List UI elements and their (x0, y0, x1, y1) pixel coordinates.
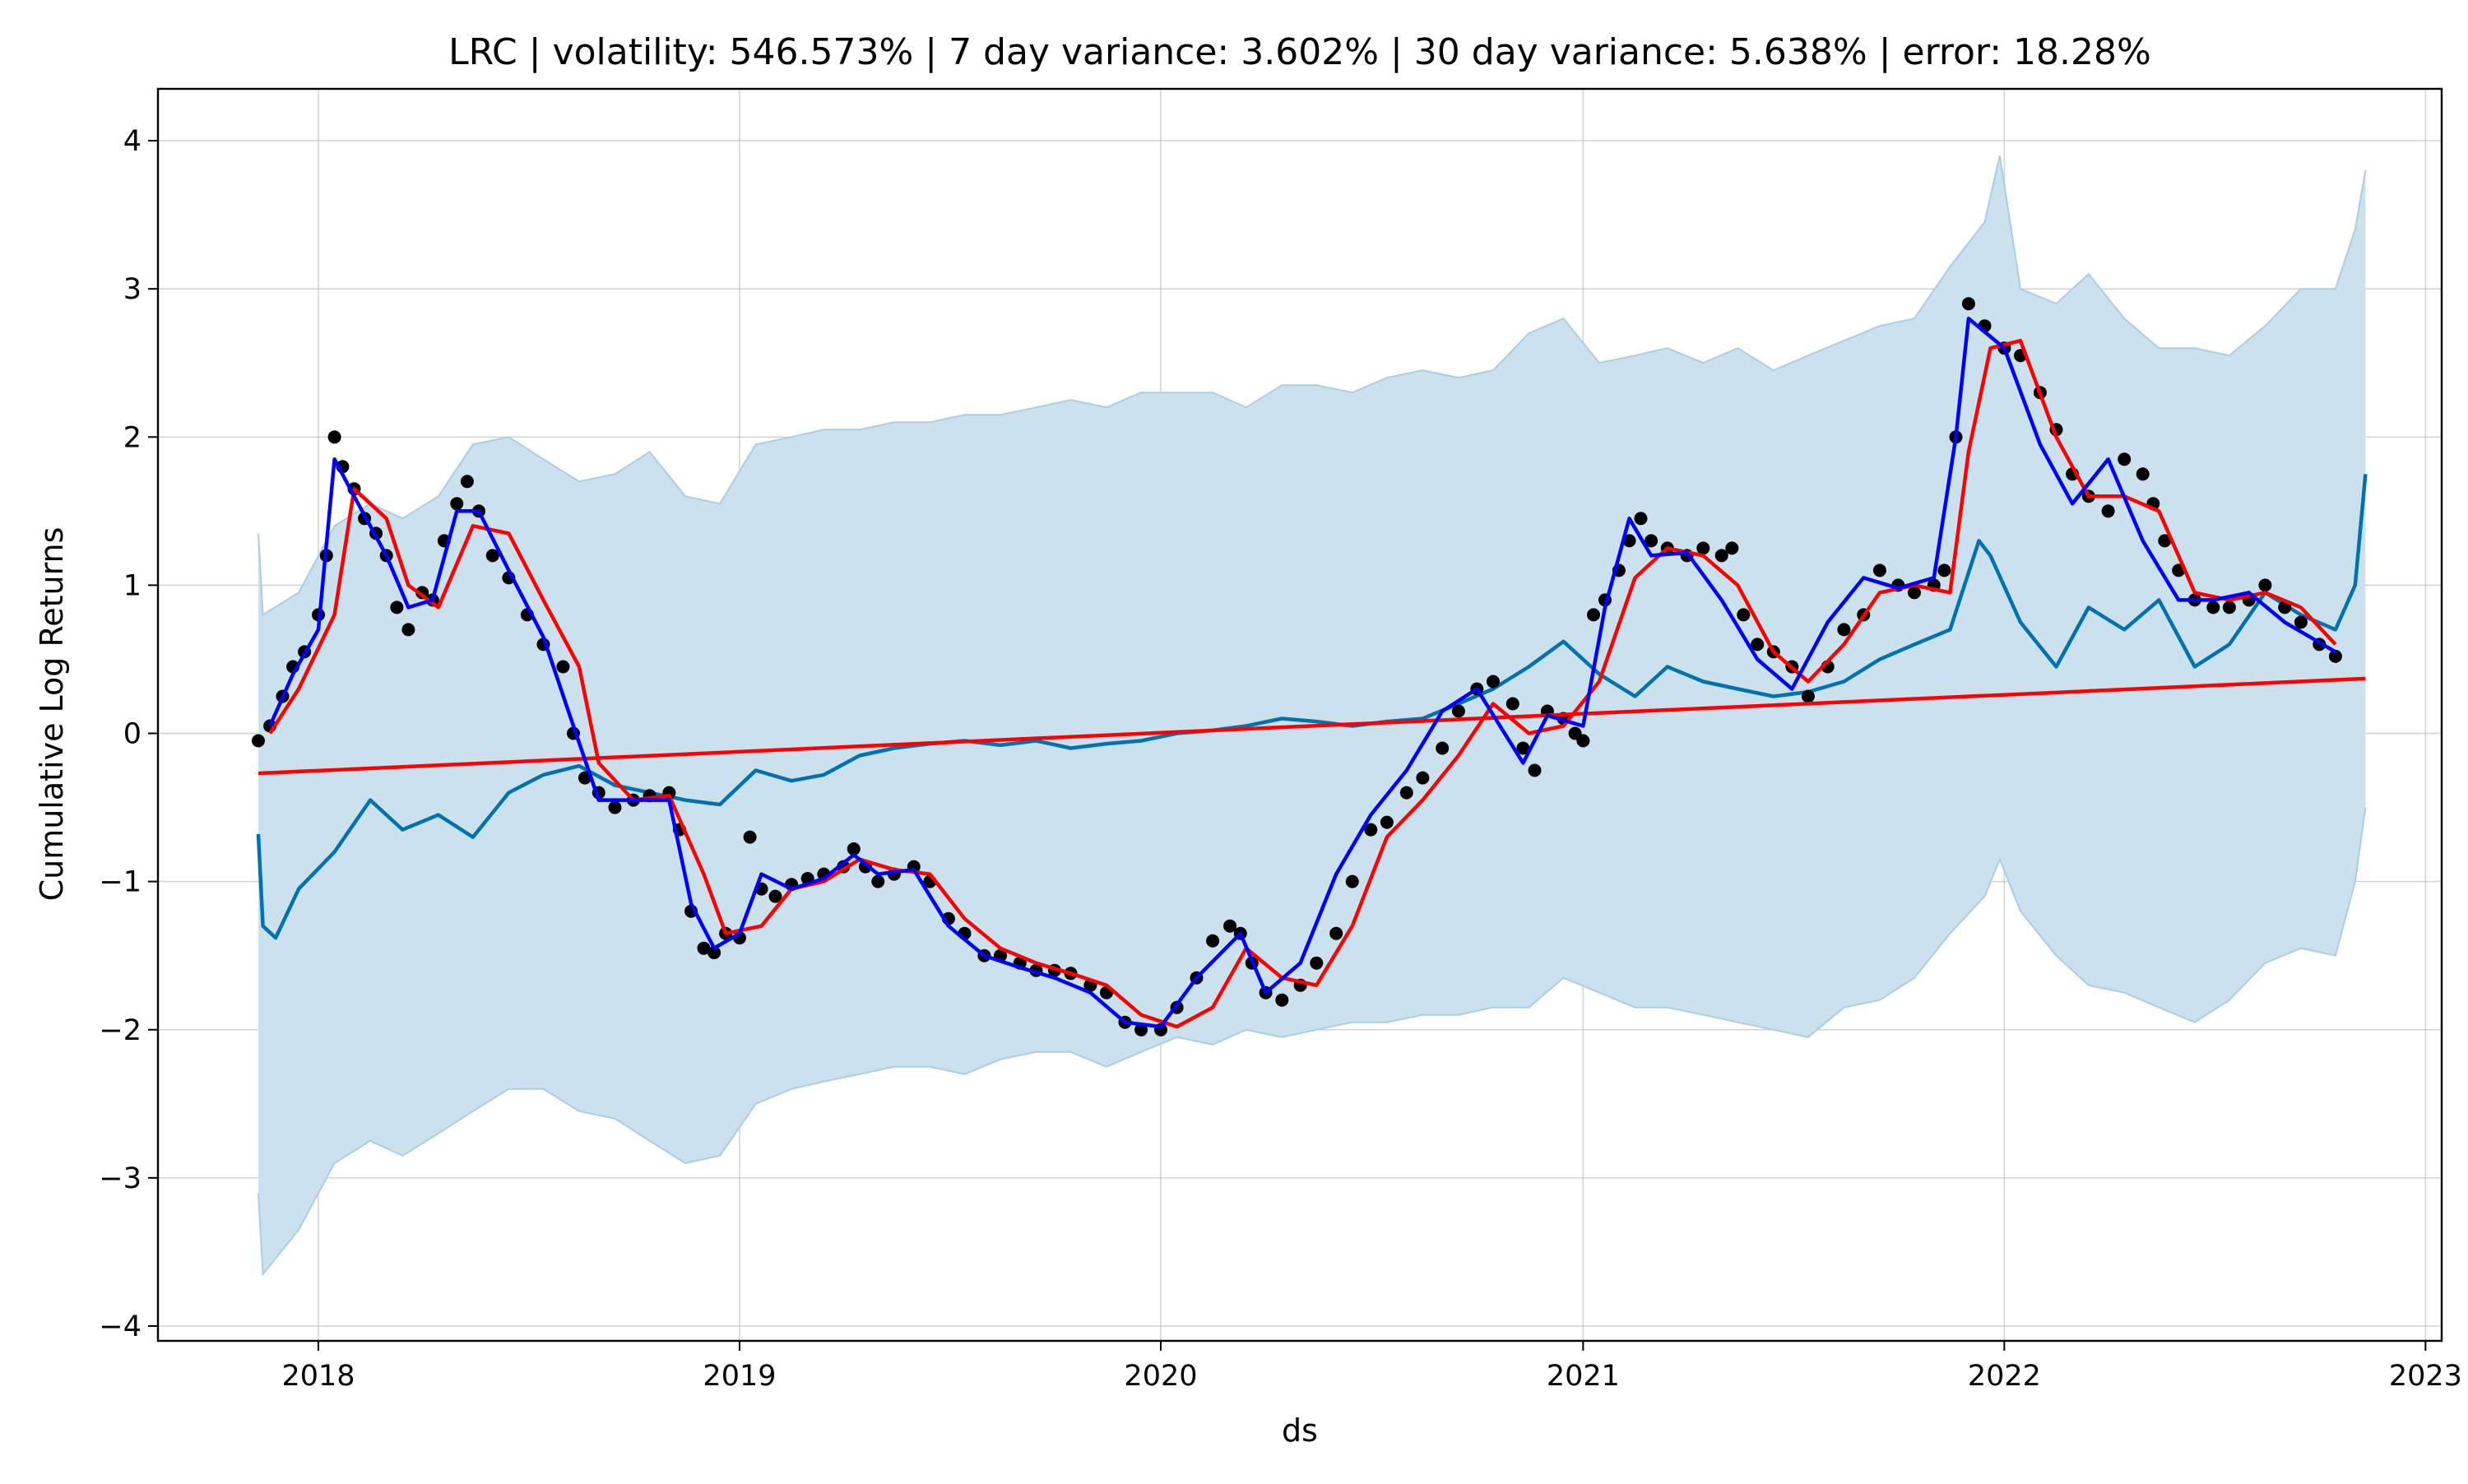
observed-point (450, 497, 464, 511)
y-tick-label: 2 (123, 421, 141, 454)
observed-point (1937, 563, 1951, 577)
observed-point (2206, 601, 2220, 614)
observed-point (556, 660, 570, 674)
forecast-line (256, 474, 2368, 940)
x-tick-label: 2020 (1124, 1360, 1197, 1393)
observed-point (707, 946, 721, 960)
observed-point (871, 874, 885, 888)
observed-point (460, 475, 474, 489)
lower-bound-line (257, 807, 2367, 1277)
observed-point (1908, 586, 1921, 600)
observed-point (1737, 608, 1751, 622)
upper-bound-line (257, 155, 2367, 617)
observed-point (1837, 623, 1851, 637)
observed-point (1451, 704, 1465, 718)
observed-point (1487, 675, 1500, 689)
y-tick-label: 1 (123, 569, 141, 602)
observed-point (2258, 578, 2272, 592)
observed-point (390, 601, 404, 614)
x-axis-label: ds (1282, 1412, 1318, 1449)
uncertainty-band-fill (258, 155, 2366, 1274)
observed-point (1961, 297, 1975, 311)
x-tick-label: 2021 (1547, 1360, 1620, 1393)
x-tick-label: 2023 (2389, 1360, 2462, 1393)
x-tick-label: 2019 (703, 1360, 776, 1393)
observed-point (2294, 615, 2308, 629)
observed-point (1872, 563, 1886, 577)
observed-point (327, 430, 341, 444)
observed-point (1436, 741, 1450, 755)
observed-point (1645, 534, 1658, 548)
observed-point (2101, 504, 2115, 518)
observed-point (1725, 541, 1739, 555)
y-tick-label: −4 (99, 1310, 141, 1343)
x-tick-label: 2022 (1968, 1360, 2041, 1393)
observed-point (743, 830, 757, 844)
axis-ticks: 2018 2019 2020 2021 2022 2023 −4 −3 −2 −1 0 1 2 3 4 (99, 125, 2462, 1393)
observed-point (847, 842, 861, 856)
observed-point (1416, 771, 1430, 785)
observed-point (2328, 649, 2342, 663)
observed-point (2118, 452, 2132, 466)
observed-point (768, 889, 782, 903)
series-lines (256, 474, 2368, 940)
observed-point (252, 734, 265, 748)
axes-frame (156, 87, 2443, 1343)
observed-point (1516, 741, 1530, 755)
observed-point (1714, 549, 1728, 563)
observed-point (1634, 512, 1648, 526)
moving-average-lines (257, 316, 2366, 1029)
observed-point (1696, 541, 1710, 555)
observed-point (1223, 919, 1237, 933)
observed-point (1380, 815, 1394, 829)
y-tick-label: 0 (123, 718, 141, 751)
observed-point (1505, 697, 1519, 711)
observed-point (697, 941, 711, 955)
observed-point (1310, 956, 1324, 970)
y-tick-label: 4 (123, 125, 141, 158)
observed-point (608, 800, 622, 814)
y-tick-label: −1 (99, 866, 141, 899)
short-moving-average-line (268, 316, 2337, 1029)
y-tick-label: 3 (123, 273, 141, 306)
trend-line (257, 676, 2366, 776)
observed-point (1528, 763, 1542, 777)
observed-point (2158, 534, 2172, 548)
observed-point (1399, 786, 1413, 800)
observed-point (1576, 734, 1590, 748)
y-tick-label: −2 (99, 1014, 141, 1047)
y-axis-label: Cumulative Log Returns (34, 527, 70, 902)
x-tick-label: 2018 (281, 1360, 355, 1393)
observed-point (1206, 934, 1220, 948)
observed-point (2222, 601, 2236, 614)
observed-point (2278, 601, 2292, 614)
observed-point (1587, 608, 1600, 622)
observed-point (1364, 823, 1378, 837)
observed-point (1329, 926, 1343, 940)
uncertainty-band (257, 155, 2367, 1277)
observed-point (401, 623, 415, 637)
observed-point (1345, 874, 1359, 888)
observed-point (1275, 993, 1289, 1007)
observed-point (1751, 638, 1765, 652)
chart-title: LRC | volatility: 546.573% | 7 day varia… (448, 31, 2151, 73)
observed-point (485, 549, 499, 563)
y-tick-label: −3 (99, 1162, 141, 1195)
observed-point (2136, 467, 2150, 481)
observed-point (1801, 689, 1815, 703)
